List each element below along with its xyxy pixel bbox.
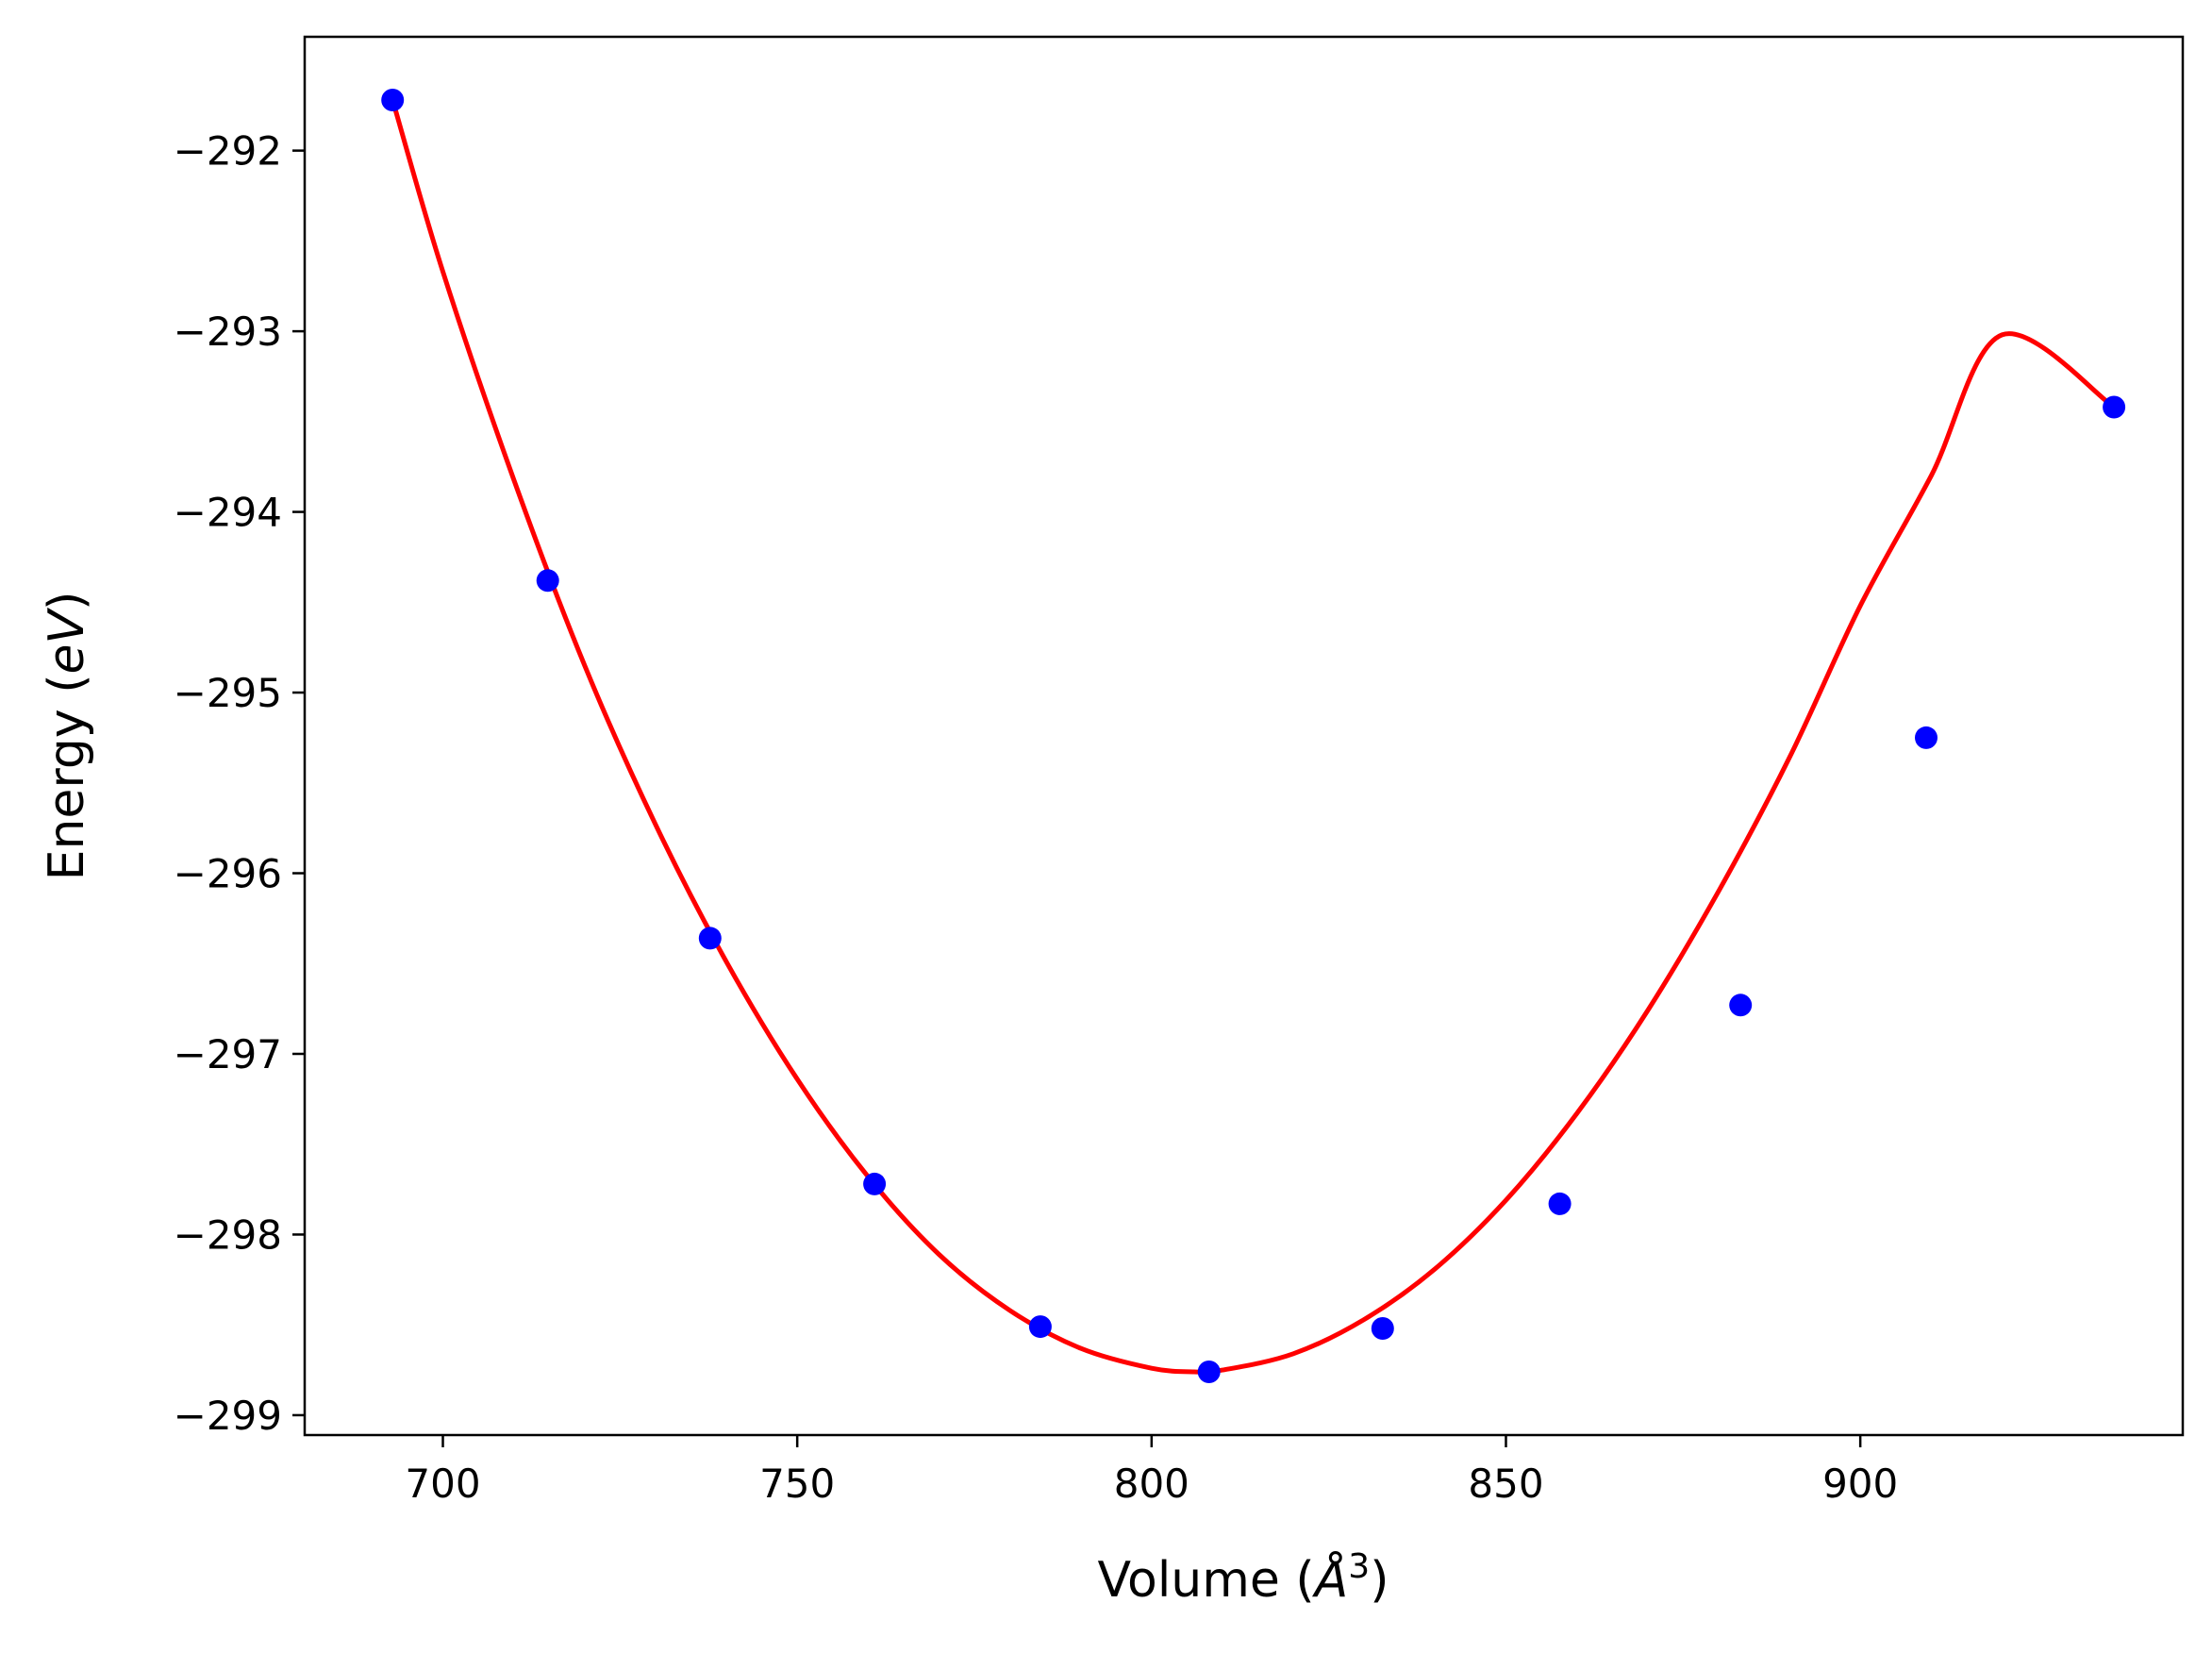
y-tick-label: −296 (174, 851, 282, 897)
x-axis-label: Volume (Å3) (1098, 1547, 1389, 1609)
x-tick-label: 700 (405, 1461, 480, 1507)
x-axis-label-unit: Å (1312, 1550, 1349, 1609)
x-tick-label: 850 (1468, 1461, 1543, 1507)
y-tick-label: −293 (174, 309, 282, 355)
x-axis-ticks: 700 750 800 850 900 (405, 1435, 1898, 1507)
y-tick-label: −297 (174, 1031, 282, 1077)
x-tick-label: 900 (1822, 1461, 1898, 1507)
x-tick-label: 800 (1114, 1461, 1189, 1507)
data-point (536, 569, 559, 593)
y-axis-label-main: Energy ( (39, 675, 95, 881)
data-point (381, 89, 405, 111)
y-axis-label: Energy (eV) (39, 592, 95, 881)
plot-area-background (305, 37, 2183, 1435)
data-point (1548, 1192, 1572, 1215)
y-axis-ticks: −292 −293 −294 −295 −296 −297 −298 −299 (174, 128, 305, 1439)
y-axis-label-unit: eV (39, 608, 95, 675)
data-point (1915, 726, 1938, 749)
y-tick-label: −292 (174, 128, 282, 175)
data-point (1371, 1317, 1394, 1340)
data-point (863, 1172, 887, 1195)
data-point (1197, 1361, 1221, 1383)
y-tick-label: −299 (174, 1393, 282, 1439)
y-tick-label: −294 (174, 490, 282, 536)
x-tick-label: 750 (759, 1461, 835, 1507)
plot-frame (303, 35, 2185, 1437)
x-axis-label-close: ) (1370, 1552, 1389, 1609)
y-axis-label-close: ) (39, 592, 95, 610)
data-point (2103, 395, 2126, 419)
y-tick-label: −295 (174, 670, 282, 716)
chart-marks (381, 89, 2126, 1383)
data-point (698, 927, 722, 950)
y-tick-label: −298 (174, 1211, 282, 1258)
x-axis-label-main: Volume ( (1098, 1552, 1315, 1609)
data-point (1729, 993, 1753, 1017)
data-point (1028, 1315, 1052, 1339)
x-axis-label-superscript: 3 (1348, 1547, 1370, 1586)
